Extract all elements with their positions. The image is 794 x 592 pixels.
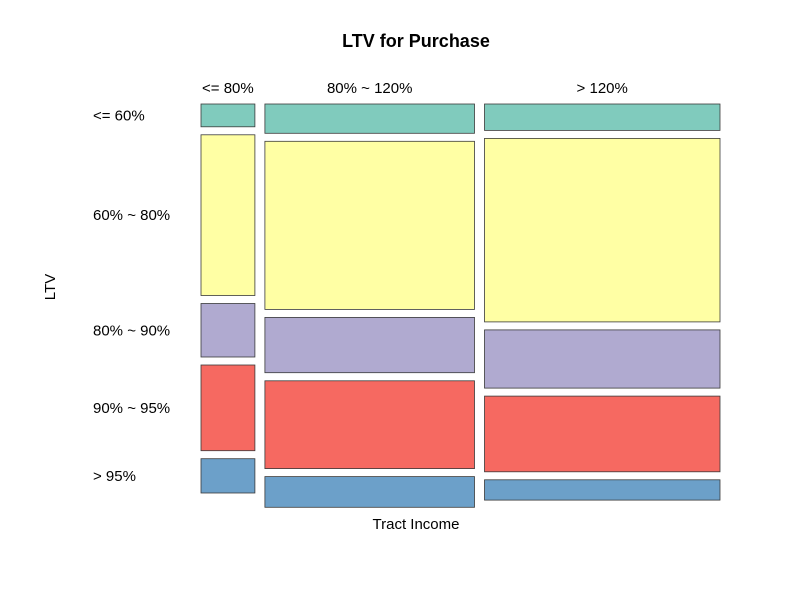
- chart-title: LTV for Purchase: [342, 31, 490, 51]
- tile-le-80pct-gt-95pct: [200, 458, 256, 494]
- tile-gt-120pct-90pct-to-95pct: [484, 395, 721, 473]
- tile-gt-120pct-gt-95pct: [484, 479, 721, 501]
- column-labels: <= 80% 80% ~ 120% > 120%: [202, 80, 628, 97]
- column-label-le-80pct: <= 80%: [202, 80, 254, 97]
- tile-le-80pct-90pct-to-95pct: [200, 364, 256, 452]
- tile-gt-120pct-le-60pct: [484, 103, 721, 131]
- column-label-gt-120pct: > 120%: [577, 80, 628, 97]
- tile-80pct-to-120pct-le-60pct: [264, 103, 475, 134]
- tile-80pct-to-120pct-80pct-to-90pct: [264, 316, 475, 374]
- column-label-80pct-to-120pct: 80% ~ 120%: [327, 80, 412, 97]
- tile-gt-120pct-60pct-to-80pct: [484, 137, 721, 323]
- tile-gt-120pct-80pct-to-90pct: [484, 329, 721, 389]
- row-label-90pct-to-95pct: 90% ~ 95%: [93, 400, 170, 417]
- row-label-60pct-to-80pct: 60% ~ 80%: [93, 207, 170, 224]
- y-axis-label: LTV: [42, 274, 59, 300]
- row-label-le-60pct: <= 60%: [93, 107, 145, 124]
- row-label-80pct-to-90pct: 80% ~ 90%: [93, 322, 170, 339]
- tile-80pct-to-120pct-60pct-to-80pct: [264, 140, 475, 310]
- tile-80pct-to-120pct-90pct-to-95pct: [264, 380, 475, 469]
- mosaic-tiles: [200, 103, 721, 508]
- row-label-gt-95pct: > 95%: [93, 468, 136, 485]
- tile-le-80pct-80pct-to-90pct: [200, 303, 256, 358]
- x-axis-label: Tract Income: [373, 516, 460, 533]
- tile-le-80pct-le-60pct: [200, 103, 256, 128]
- row-labels: <= 60% 60% ~ 80% 80% ~ 90% 90% ~ 95% > 95%: [93, 107, 170, 485]
- tile-le-80pct-60pct-to-80pct: [200, 134, 256, 296]
- tile-80pct-to-120pct-gt-95pct: [264, 476, 475, 508]
